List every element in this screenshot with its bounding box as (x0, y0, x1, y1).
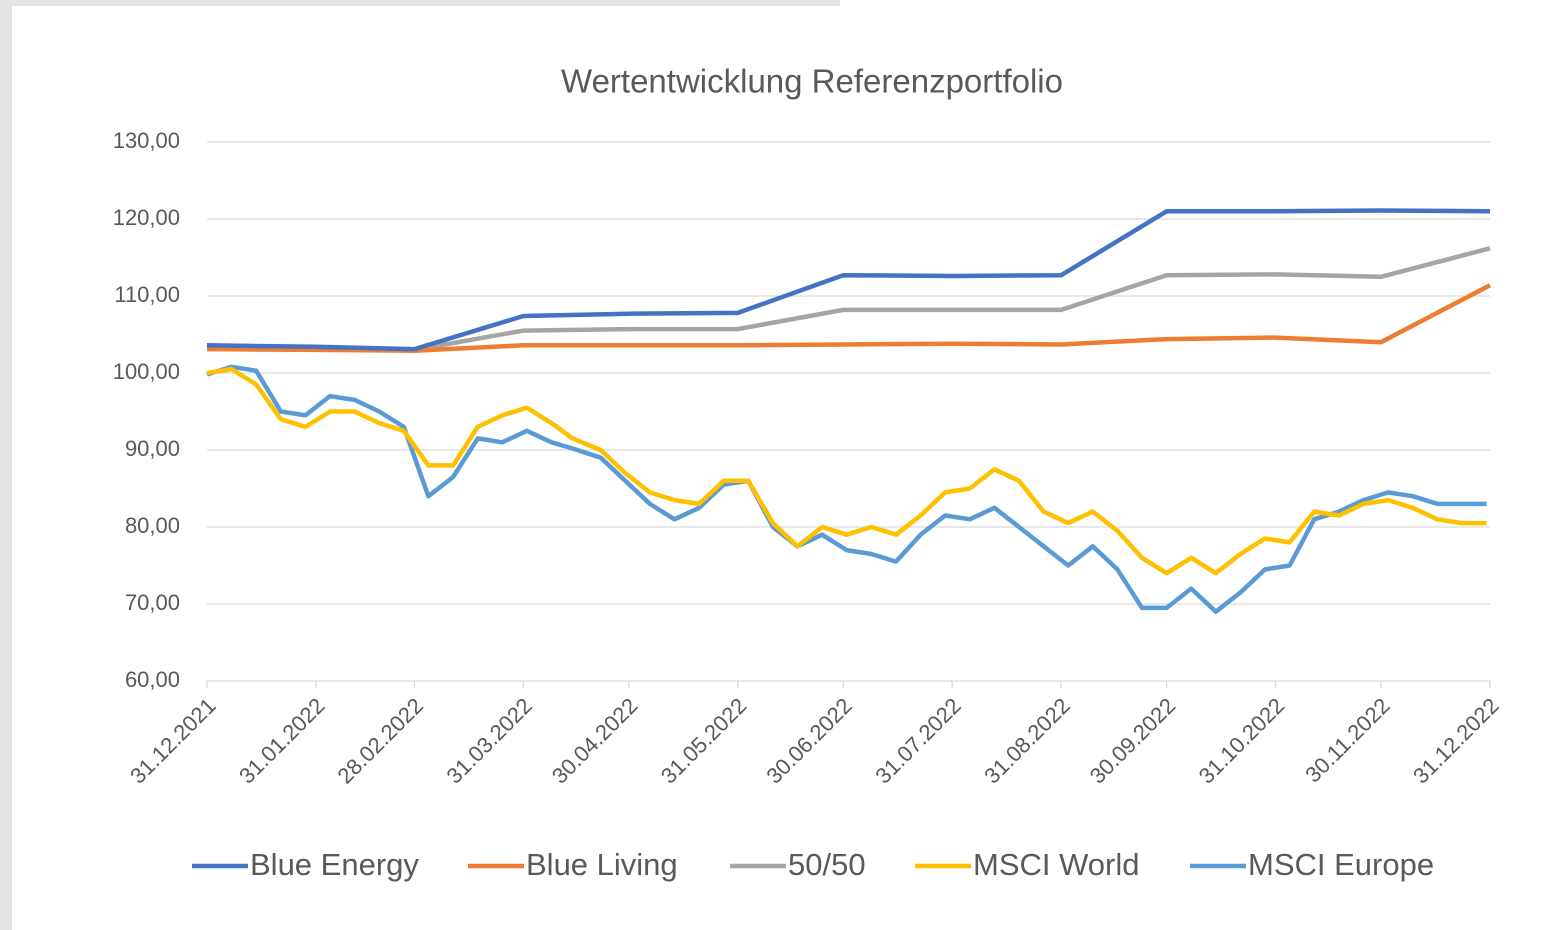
series-line (206, 246, 1491, 353)
x-tick-label: 31.03.2022 (441, 693, 537, 789)
chart-title: Wertentwicklung Referenzportfolio (561, 63, 1063, 100)
x-tick-label: 31.07.2022 (870, 693, 966, 789)
x-tick-label: 31.05.2022 (656, 693, 752, 789)
x-tick-label: 31.10.2022 (1194, 693, 1290, 789)
y-tick-label: 100,00 (113, 359, 180, 384)
x-tick-label: 31.08.2022 (979, 693, 1075, 789)
y-tick-label: 70,00 (125, 590, 180, 615)
x-tick-label: 30.06.2022 (761, 693, 857, 789)
x-tick-label: 30.09.2022 (1085, 693, 1181, 789)
legend-label: MSCI World (973, 847, 1140, 882)
x-tick-label: 28.02.2022 (332, 693, 428, 789)
series-line (206, 366, 1487, 576)
y-tick-label: 80,00 (125, 513, 180, 538)
y-tick-label: 90,00 (125, 436, 180, 461)
y-tick-label: 110,00 (114, 282, 180, 307)
series-line (206, 283, 1492, 353)
series-line (206, 208, 1491, 352)
x-tick-label: 30.04.2022 (547, 693, 643, 789)
legend-label: MSCI Europe (1248, 847, 1434, 882)
x-tick-label: 31.01.2022 (234, 693, 330, 789)
background-strip (0, 0, 12, 930)
y-tick-label: 130,00 (113, 128, 180, 153)
x-tick-label: 31.12.2022 (1408, 693, 1504, 789)
y-tick-label: 60,00 (125, 667, 180, 692)
legend-label: 50/50 (788, 847, 866, 882)
x-tick-label: 30.11.2022 (1300, 693, 1394, 787)
legend-label: Blue Living (526, 847, 678, 882)
legend-label: Blue Energy (250, 847, 419, 882)
y-tick-label: 120,00 (113, 205, 180, 230)
background-strip (0, 0, 840, 6)
x-tick-label: 31.12.2021 (125, 693, 221, 789)
series-line (206, 364, 1487, 614)
